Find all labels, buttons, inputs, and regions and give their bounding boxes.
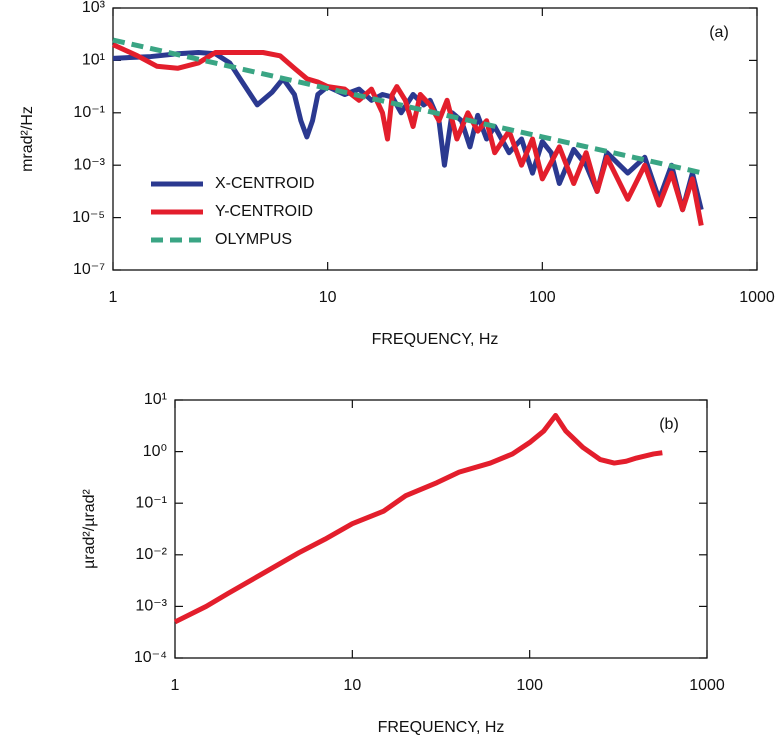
plot-frame <box>112 7 758 271</box>
x-tick-label: 100 <box>529 289 556 306</box>
x-tick-label: 1000 <box>739 289 775 306</box>
y-tick-label: 10⁻² <box>135 546 167 563</box>
annotation: (b) <box>659 416 679 433</box>
x-tick-label: 100 <box>516 677 543 694</box>
y-tick-label: 10⁻⁷ <box>73 261 105 278</box>
x-tick-label: 1 <box>109 289 118 306</box>
x-tick-label: 10 <box>319 289 337 306</box>
x-axis-label: FREQUENCY, Hz <box>378 719 505 736</box>
y-axis-label: µrad²/µrad² <box>81 488 98 568</box>
series-line <box>111 42 704 226</box>
series-line <box>173 413 663 625</box>
x-tick-label: 10 <box>343 677 361 694</box>
x-tick-label: 1 <box>171 677 180 694</box>
y-tick-label: 10⁻³ <box>73 156 105 173</box>
series-line <box>112 37 704 176</box>
y-tick-label: 10⁻³ <box>135 598 167 615</box>
plot-frame <box>174 399 708 659</box>
y-tick-label: 10⁻¹ <box>135 494 167 511</box>
y-tick-label: 10³ <box>82 0 106 16</box>
legend-label: X-CENTROID <box>215 175 315 192</box>
legend-label: Y-CENTROID <box>215 203 313 220</box>
x-tick-label: 1000 <box>689 677 725 694</box>
y-axis-label: mrad²/Hz <box>19 106 36 172</box>
y-tick-label: 10⁻¹ <box>73 104 105 121</box>
legend-label: OLYMPUS <box>215 231 292 248</box>
y-tick-label: 10¹ <box>144 391 167 408</box>
y-tick-label: 10⁻⁵ <box>72 209 105 226</box>
y-tick-label: 10¹ <box>82 52 105 69</box>
y-tick-label: 10⁰ <box>143 443 167 460</box>
y-tick-label: 10⁻⁴ <box>134 649 167 666</box>
x-axis-label: FREQUENCY, Hz <box>372 331 499 348</box>
annotation: (a) <box>709 24 729 41</box>
